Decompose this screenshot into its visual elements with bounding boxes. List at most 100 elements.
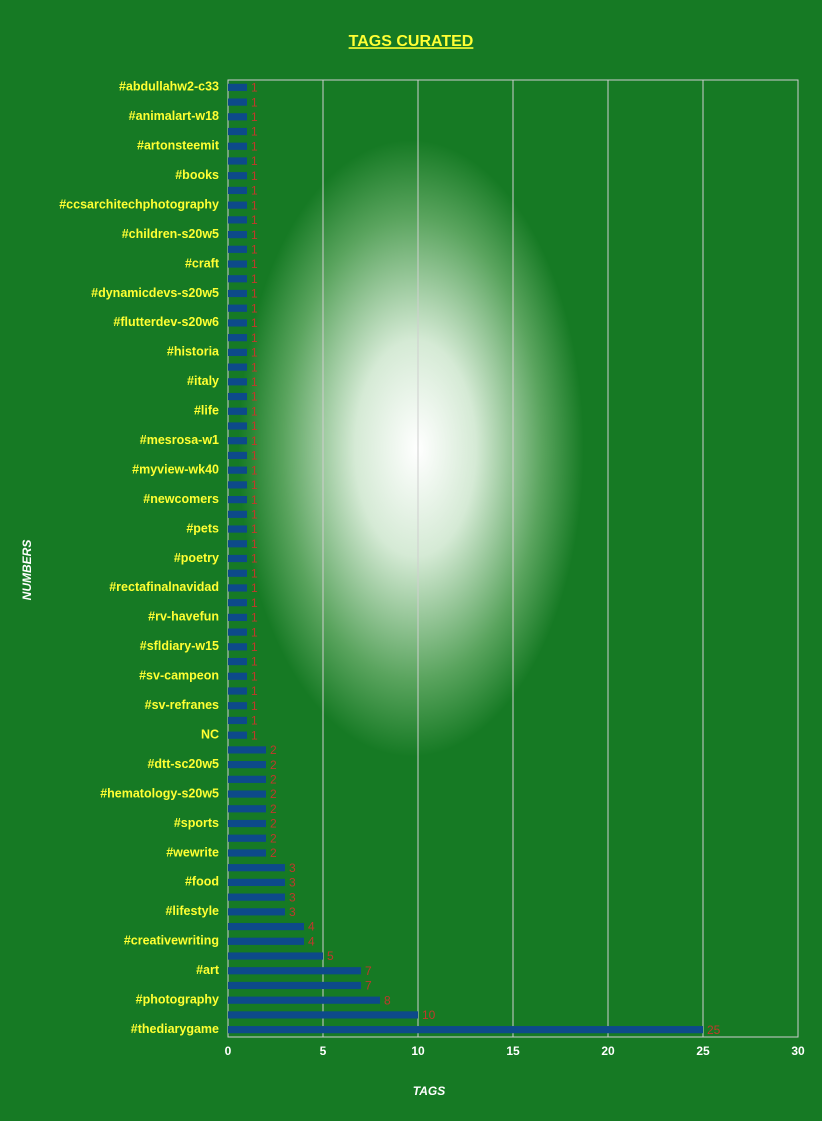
bar [228, 554, 247, 563]
bar [228, 834, 266, 842]
value-label: 1 [251, 390, 258, 404]
value-label: 1 [251, 463, 258, 477]
y-tick-label: #animalart-w18 [129, 109, 219, 123]
y-tick-label: #flutterdev-s20w6 [113, 315, 219, 329]
value-label: 1 [251, 508, 258, 522]
value-label: 4 [308, 920, 315, 934]
bar [228, 481, 247, 489]
bar [228, 952, 323, 960]
value-label: 2 [270, 817, 277, 831]
bar [228, 525, 247, 533]
bar [228, 628, 247, 636]
value-label: 1 [251, 316, 258, 330]
bar [228, 363, 247, 371]
value-label: 1 [251, 699, 258, 713]
x-tick-label: 15 [506, 1044, 520, 1058]
value-label: 1 [251, 669, 258, 683]
value-label: 1 [251, 566, 258, 580]
bar [228, 584, 247, 592]
bar [228, 127, 247, 136]
bar [228, 672, 247, 680]
bar [228, 422, 247, 430]
value-label: 1 [251, 257, 258, 271]
x-tick-label: 30 [791, 1044, 805, 1058]
y-tick-label: #ccsarchitechphotography [59, 197, 219, 211]
bar [228, 157, 247, 165]
bar [228, 334, 247, 342]
value-label: 1 [251, 81, 258, 95]
bar [228, 819, 266, 828]
bar [228, 245, 247, 253]
bar [228, 1011, 418, 1019]
value-label: 3 [289, 890, 296, 904]
bar [228, 466, 247, 474]
bar [228, 981, 361, 990]
bar [228, 775, 266, 783]
value-label: 1 [251, 537, 258, 551]
value-label: 1 [251, 596, 258, 610]
y-tick-label: #life [194, 404, 219, 418]
bar [228, 540, 247, 548]
value-label: 1 [251, 169, 258, 183]
y-tick-label: #italy [187, 374, 219, 388]
y-tick-label: #sv-refranes [145, 698, 219, 712]
x-tick-label: 25 [696, 1044, 710, 1058]
bar [228, 260, 247, 268]
bar [228, 716, 247, 725]
bar [228, 599, 247, 607]
bar [228, 893, 285, 901]
value-label: 1 [251, 640, 258, 654]
y-tick-label: #craft [185, 256, 220, 270]
bar [228, 230, 247, 239]
y-tick-label: NC [201, 727, 219, 741]
value-label: 1 [251, 360, 258, 374]
x-tick-label: 5 [320, 1044, 327, 1058]
value-label: 1 [251, 272, 258, 286]
y-tick-label: #myview-wk40 [132, 462, 219, 476]
value-label: 1 [251, 95, 258, 109]
bar [228, 98, 247, 106]
value-label: 5 [327, 949, 334, 963]
y-tick-label: #sv-campeon [139, 669, 219, 683]
bar [228, 746, 266, 754]
bar [228, 878, 285, 887]
bar [228, 113, 247, 121]
value-label: 1 [251, 684, 258, 698]
y-tick-label: #pets [186, 521, 219, 535]
y-tick-label: #dynamicdevs-s20w5 [91, 286, 219, 300]
bar [228, 731, 247, 739]
value-label: 1 [251, 714, 258, 728]
bar [228, 216, 247, 224]
value-label: 1 [251, 375, 258, 389]
value-label: 1 [251, 625, 258, 639]
bar [228, 790, 266, 798]
bar [228, 761, 266, 769]
y-tick-label: #art [196, 963, 220, 977]
bar [228, 378, 247, 386]
bar [228, 864, 285, 872]
value-label: 1 [251, 552, 258, 566]
y-tick-label: #mesrosa-w1 [140, 433, 219, 447]
value-label: 8 [384, 993, 391, 1007]
y-tick-label: #hematology-s20w5 [100, 786, 219, 800]
bar [228, 201, 247, 209]
bar [228, 687, 247, 695]
bar [228, 172, 247, 180]
value-label: 2 [270, 758, 277, 772]
bar [228, 304, 247, 312]
value-label: 2 [270, 743, 277, 757]
value-label: 1 [251, 301, 258, 315]
bar [228, 569, 247, 577]
y-tick-label: #books [175, 168, 219, 182]
bar [228, 319, 247, 327]
value-label: 1 [251, 581, 258, 595]
bar [228, 908, 285, 916]
bar [228, 643, 247, 651]
chart-title: TAGS CURATED [349, 33, 474, 50]
bar [228, 437, 247, 445]
bar [228, 805, 266, 813]
bar [228, 451, 247, 460]
value-label: 3 [289, 905, 296, 919]
